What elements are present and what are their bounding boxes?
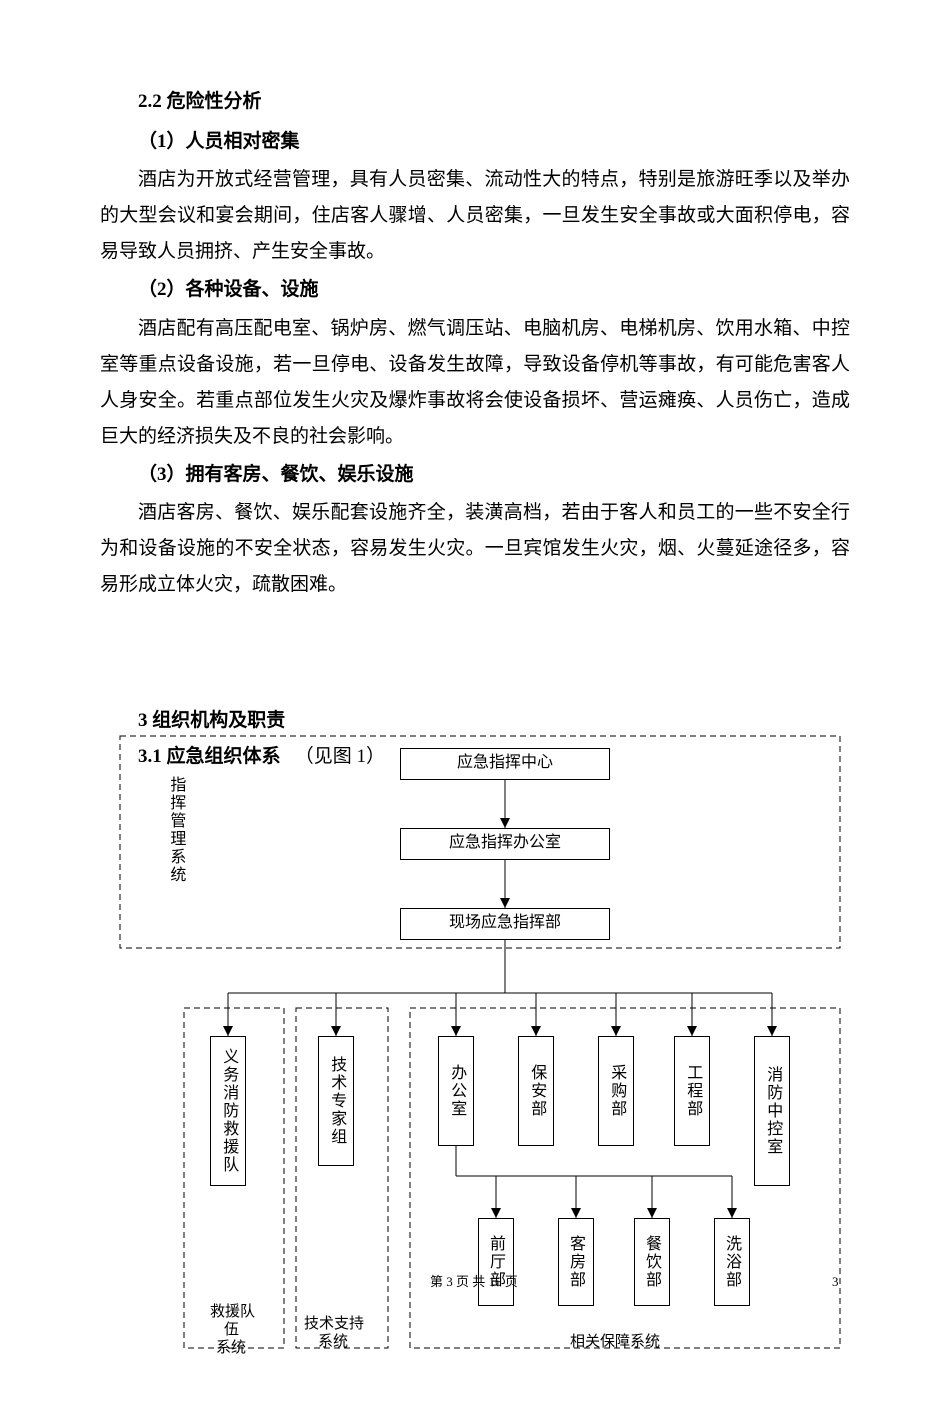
- node-command-office: 应急指挥办公室: [400, 828, 610, 860]
- node-office: 办公室: [438, 1036, 474, 1146]
- node-guestrooms: 客房部: [558, 1218, 594, 1306]
- para-1: 酒店为开放式经营管理，具有人员密集、流动性大的特点，特别是旅游旺季以及举办的大型…: [100, 162, 850, 270]
- para-2: 酒店配有高压配电室、锅炉房、燃气调压站、电脑机房、电梯机房、饮用水箱、中控室等重…: [100, 311, 850, 455]
- section-2-2-title: 2.2 危险性分析: [100, 84, 850, 120]
- page-indicator: 第 3 页 共 16 页: [430, 1270, 518, 1295]
- node-command-center: 应急指挥中心: [400, 748, 610, 780]
- grp3-label: 相关保障系统: [570, 1328, 660, 1357]
- node-engineering: 工程部: [674, 1036, 710, 1146]
- grp1-label-line3: 系统: [216, 1334, 246, 1363]
- node-tech-experts: 技术专家组: [318, 1036, 354, 1166]
- node-bath: 洗浴部: [714, 1218, 750, 1306]
- node-onsite-command: 现场应急指挥部: [400, 908, 610, 940]
- page-num-right: 3: [832, 1270, 839, 1295]
- sub-1-title: （1）人员相对密集: [100, 124, 850, 160]
- node-restaurant: 餐饮部: [634, 1218, 670, 1306]
- cmd-mgmt-label: 指挥管理系统: [160, 776, 190, 884]
- node-security: 保安部: [518, 1036, 554, 1146]
- node-procurement: 采购部: [598, 1036, 634, 1146]
- node-fire-control-room: 消防中控室: [754, 1036, 790, 1186]
- org-diagram: 指挥管理系统 应急指挥中心 应急指挥办公室 现场应急指挥部 义务消防救援队 技术…: [100, 728, 850, 1368]
- sub-3-title: （3）拥有客房、餐饮、娱乐设施: [100, 457, 850, 493]
- sub-2-title: （2）各种设备、设施: [100, 272, 850, 308]
- grp2-label-line2: 系统: [318, 1328, 348, 1357]
- node-firefighting-rescue: 义务消防救援队: [210, 1036, 246, 1186]
- para-3: 酒店客房、餐饮、娱乐配套设施齐全，装潢高档，若由于客人和员工的一些不安全行为和设…: [100, 495, 850, 603]
